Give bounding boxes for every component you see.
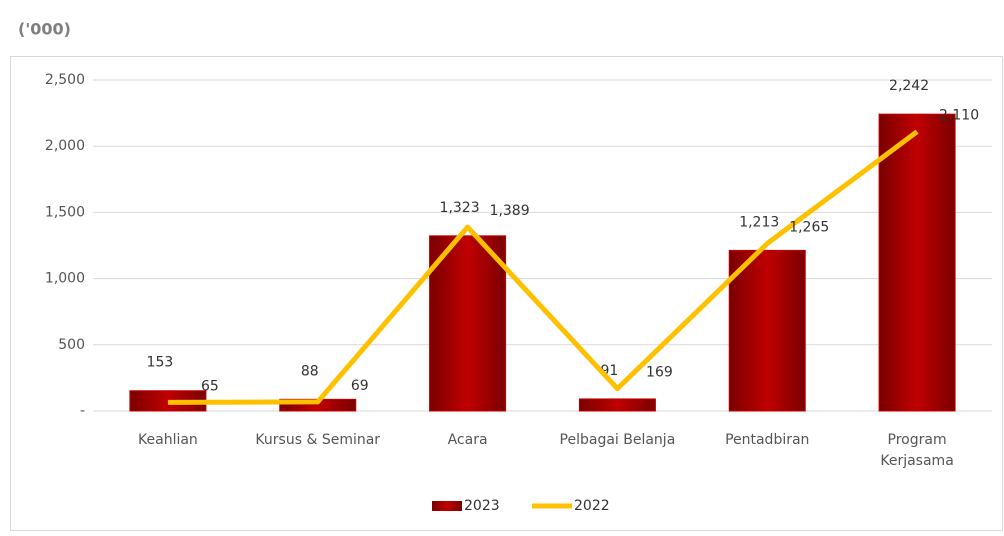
bar [728,249,806,412]
bar [878,113,956,412]
y-tick-label: - [80,403,85,419]
data-label: 88 [301,363,319,379]
x-tick-label: Acara [448,432,488,448]
x-tick-label: Pentadbiran [725,432,809,448]
y-tick-label: 500 [58,337,85,353]
x-tick-label: Kursus & Seminar [255,432,380,448]
legend-swatch [432,501,462,511]
legend-label: 2022 [574,498,610,514]
y-tick-label: 1,000 [45,271,85,287]
data-label: 69 [351,378,369,394]
x-tick-label: Pelbagai Belanja [560,432,676,448]
chart-frame [10,56,1003,531]
bar [578,398,656,412]
y-tick-label: 1,500 [45,204,85,220]
data-label: 1,389 [490,203,530,219]
x-tick-label: Keahlian [138,432,198,448]
data-label: 2,242 [889,78,929,94]
data-label: 2,110 [939,108,979,124]
data-label: 65 [201,378,219,394]
data-label: 153 [147,355,174,371]
data-label: 1,213 [739,214,779,230]
y-tick-label: 2,000 [45,138,85,154]
legend-label: 2023 [464,498,500,514]
data-label: 1,265 [789,220,829,236]
data-label: 1,323 [440,200,480,216]
chart-title: ('000) [18,20,71,39]
line [167,129,919,405]
data-label: 169 [646,365,673,381]
y-tick-label: 2,500 [45,72,85,88]
x-tick-label: Program Kerjasama [880,432,953,469]
bar [429,235,507,412]
